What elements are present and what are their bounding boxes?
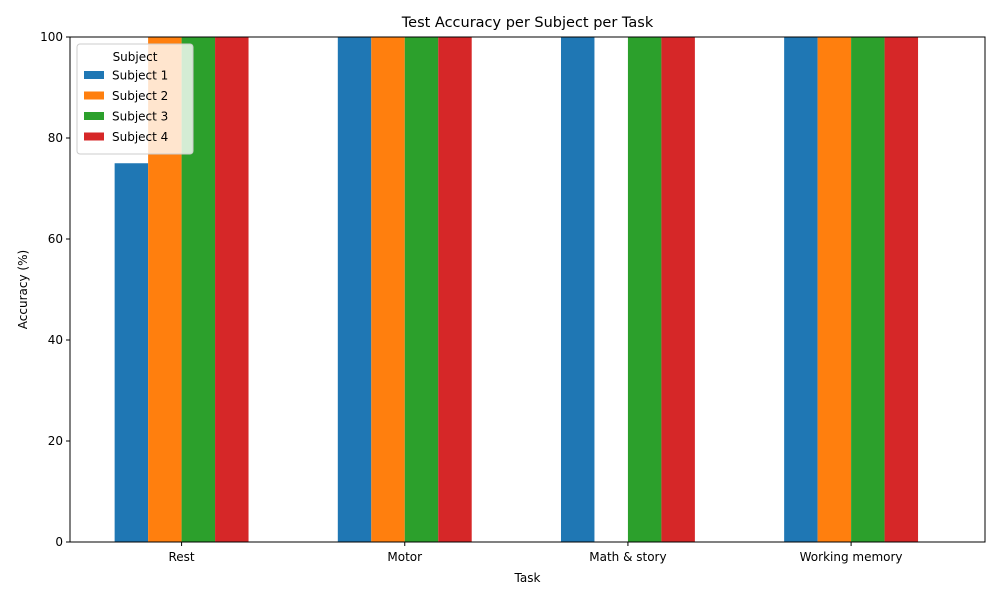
plot-area — [114, 37, 919, 542]
bar — [784, 37, 818, 542]
bar — [851, 37, 885, 542]
legend-label: Subject 1 — [112, 69, 168, 83]
y-axis-label: Accuracy (%) — [16, 250, 30, 329]
legend-swatch — [84, 71, 104, 79]
x-tick-label: Rest — [169, 550, 195, 564]
legend-box — [76, 43, 194, 155]
y-tick-label: 60 — [48, 232, 63, 246]
bar — [215, 37, 249, 542]
legend-swatch — [84, 132, 104, 141]
x-tick-label: Math & story — [589, 550, 666, 564]
bar — [371, 37, 405, 542]
bar — [884, 37, 919, 542]
y-tick-label: 0 — [55, 535, 63, 549]
legend-label: Subject 2 — [112, 89, 168, 103]
y-tick-label: 20 — [48, 434, 63, 448]
chart-title: Test Accuracy per Subject per Task — [401, 15, 654, 31]
bar — [114, 163, 149, 542]
series-subject-4 — [215, 37, 919, 542]
bar — [560, 37, 595, 542]
legend-title: Subject — [113, 50, 158, 64]
bar — [438, 37, 472, 542]
series-subject-2 — [148, 37, 852, 542]
bar — [337, 37, 372, 542]
y-axis: 0 20 40 60 80 100 — [40, 30, 70, 549]
bar — [817, 37, 852, 542]
legend-swatch — [84, 91, 104, 100]
x-axis: Rest Motor Math & story Working memory — [169, 542, 903, 564]
bar — [627, 37, 662, 542]
bar — [661, 37, 695, 542]
legend-items: Subject 1 Subject 2 Subject 3 Subject 4 — [84, 69, 168, 144]
legend-label: Subject 4 — [112, 130, 168, 144]
y-tick-label: 100 — [40, 30, 63, 44]
series-subject-1 — [114, 37, 818, 542]
plot-frame — [69, 36, 986, 543]
x-tick-label: Working memory — [800, 550, 903, 564]
y-tick-label: 80 — [48, 131, 63, 145]
series-subject-3 — [181, 37, 885, 542]
bar — [404, 37, 439, 542]
legend-label: Subject 3 — [112, 110, 168, 124]
y-tick-label: 40 — [48, 333, 63, 347]
x-axis-label: Task — [514, 571, 541, 585]
legend-swatch — [84, 112, 104, 120]
x-tick-label: Motor — [387, 550, 422, 564]
